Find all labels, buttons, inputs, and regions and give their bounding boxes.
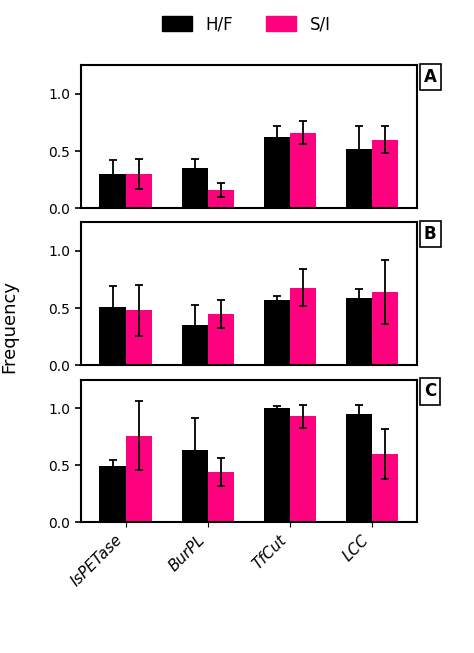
Bar bbox=[126, 436, 152, 522]
Bar bbox=[126, 174, 152, 208]
Bar bbox=[264, 408, 290, 522]
Bar bbox=[264, 300, 290, 365]
Legend: H/F, S/I: H/F, S/I bbox=[155, 8, 337, 40]
Text: B: B bbox=[424, 225, 437, 244]
Bar bbox=[126, 310, 152, 365]
Bar bbox=[290, 416, 316, 522]
Text: A: A bbox=[424, 68, 437, 86]
Bar bbox=[346, 149, 372, 208]
Text: Frequency: Frequency bbox=[0, 280, 18, 373]
Bar bbox=[208, 190, 234, 208]
Bar bbox=[182, 168, 208, 208]
Bar bbox=[372, 292, 398, 365]
Bar bbox=[346, 414, 372, 522]
Bar bbox=[264, 137, 290, 208]
Bar bbox=[372, 140, 398, 208]
Bar bbox=[290, 133, 316, 208]
Bar bbox=[182, 451, 208, 522]
Bar bbox=[290, 287, 316, 365]
Bar bbox=[100, 466, 126, 522]
Bar bbox=[208, 472, 234, 522]
Text: C: C bbox=[424, 383, 436, 400]
Bar bbox=[182, 325, 208, 365]
Bar bbox=[346, 298, 372, 365]
Bar bbox=[100, 174, 126, 208]
Bar bbox=[208, 314, 234, 365]
Bar bbox=[100, 307, 126, 365]
Bar bbox=[372, 454, 398, 522]
